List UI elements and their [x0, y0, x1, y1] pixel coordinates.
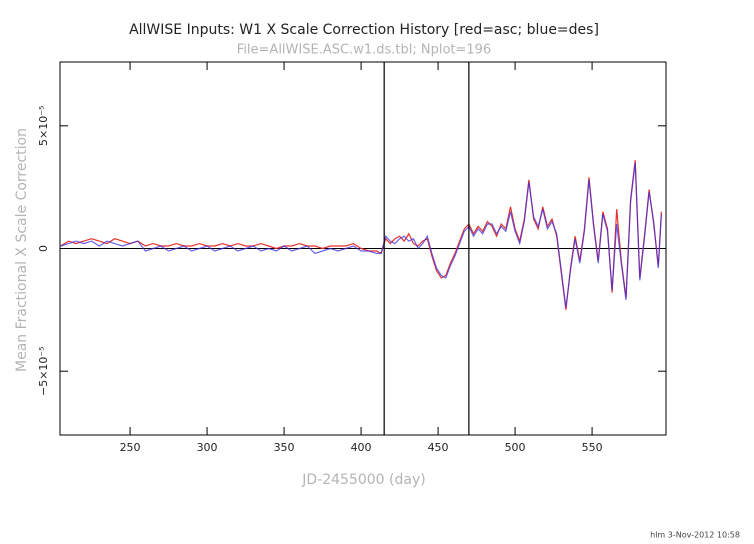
- x-tick-label: 350: [274, 441, 295, 454]
- x-tick-label: 550: [582, 441, 603, 454]
- footer: hlm 3-Nov-2012 10:58: [650, 531, 740, 540]
- x-tick-label: 400: [351, 441, 372, 454]
- chart-title: AllWISE Inputs: W1 X Scale Correction Hi…: [129, 22, 599, 38]
- x-tick-label: 500: [505, 441, 526, 454]
- series-line: [60, 162, 662, 308]
- x-tick-label: 450: [428, 441, 449, 454]
- series-line: [60, 160, 662, 310]
- y-tick-label: −5×10⁻⁵: [37, 346, 50, 396]
- y-axis-label: Mean Fractional X Scale Correction: [14, 128, 30, 372]
- y-tick-label: 0: [37, 245, 50, 252]
- y-tick-label: 5×10⁻⁵: [37, 106, 50, 146]
- chart-subtitle: File=AllWISE.ASC.w1.ds.tbl; Nplot=196: [237, 43, 491, 58]
- x-axis-label: JD-2455000 (day): [301, 472, 425, 488]
- x-tick-label: 300: [197, 441, 218, 454]
- x-tick-label: 250: [120, 441, 141, 454]
